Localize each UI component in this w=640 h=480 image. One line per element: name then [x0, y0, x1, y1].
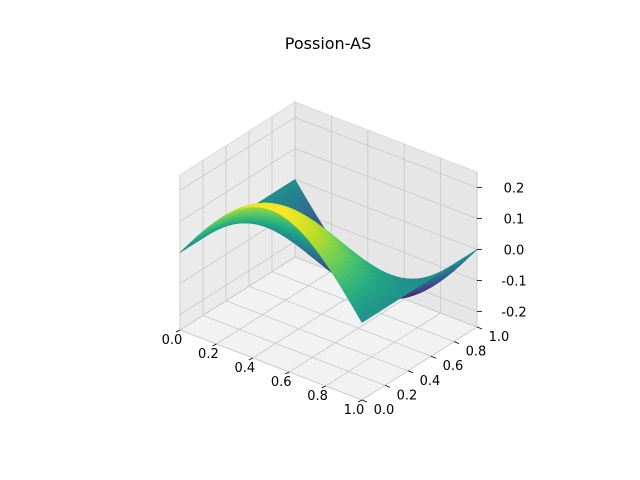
x-tick-label: 0.8 — [307, 389, 328, 404]
x-tick-label: 0.0 — [162, 333, 183, 348]
x-tick-mark — [248, 357, 253, 361]
x-tick-mark — [357, 399, 363, 403]
x-tick-label: 1.0 — [344, 403, 365, 418]
grid-line — [361, 326, 478, 401]
x-tick-mark — [175, 329, 181, 333]
z-tick-label: 0.0 — [504, 244, 525, 259]
y-tick-mark — [476, 326, 483, 330]
y-tick-label: 0.6 — [443, 359, 464, 374]
x-tick-mark — [321, 385, 326, 389]
y-tick-label: 0.4 — [420, 374, 441, 389]
y-tick-mark — [453, 341, 460, 344]
grid-line — [179, 329, 363, 401]
z-tick-label: -0.1 — [501, 275, 526, 290]
y-tick-label: 1.0 — [489, 330, 510, 345]
y-tick-label: 0.2 — [397, 388, 418, 403]
y-tick-label: 0.0 — [374, 403, 395, 418]
grid-line — [179, 148, 478, 222]
chart-title: Possion-AS — [285, 34, 371, 53]
x-tick-label: 0.2 — [198, 347, 219, 362]
y-tick-label: 0.8 — [466, 345, 487, 360]
grid-line — [179, 117, 478, 191]
x-tick-mark — [212, 343, 217, 347]
surface-patch — [357, 314, 365, 323]
z-tick-label: 0.1 — [504, 213, 525, 228]
x-tick-mark — [285, 371, 290, 375]
y-tick-mark — [430, 355, 437, 359]
surface-plot — [179, 179, 478, 323]
y-tick-mark — [407, 370, 414, 374]
x-tick-label: 0.6 — [271, 375, 292, 390]
grid-line — [248, 285, 432, 357]
grid-line — [179, 256, 296, 331]
z-tick-label: -0.2 — [501, 306, 526, 321]
grid-line — [216, 270, 332, 345]
grid-line — [325, 312, 441, 387]
z-tick-label: 0.2 — [504, 182, 525, 197]
x-tick-label: 0.4 — [234, 361, 255, 376]
grid-line — [225, 300, 409, 372]
y-tick-mark — [361, 399, 368, 403]
axis-ticks: 0.00.20.40.60.81.0 0.00.20.40.60.81.0-0.2… — [162, 182, 527, 419]
y-tick-mark — [384, 385, 391, 388]
grid-line — [202, 315, 386, 386]
grid-line — [288, 298, 405, 373]
